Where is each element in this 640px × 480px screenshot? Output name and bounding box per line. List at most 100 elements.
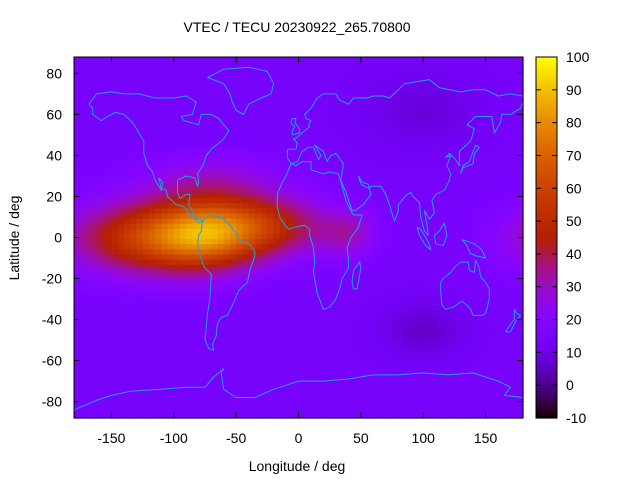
heatmap-cell	[180, 335, 187, 342]
heatmap-cell	[286, 397, 293, 404]
heatmap-cell	[329, 346, 337, 352]
heatmap-cell	[367, 341, 374, 347]
heatmap-cell	[441, 366, 449, 373]
heatmap-cell	[123, 294, 131, 301]
heatmap-cell	[460, 320, 468, 327]
heatmap-cell	[242, 351, 250, 358]
heatmap-cell	[80, 289, 88, 296]
heatmap-cell	[398, 320, 406, 327]
heatmap-cell	[335, 407, 343, 414]
heatmap-cell	[279, 366, 287, 373]
heatmap-cell	[92, 233, 100, 240]
heatmap-cell	[236, 325, 243, 332]
heatmap-cell	[74, 294, 81, 301]
heatmap-cell	[473, 115, 480, 122]
heatmap-cell	[111, 279, 119, 286]
heatmap-cell	[329, 120, 337, 127]
heatmap-cell	[373, 269, 381, 276]
heatmap-cell	[292, 69, 300, 76]
heatmap-cell	[155, 218, 162, 224]
heatmap-cell	[304, 289, 312, 296]
heatmap-cell	[92, 156, 100, 163]
heatmap-cell	[186, 376, 194, 383]
heatmap-cell	[242, 397, 250, 404]
heatmap-cell	[360, 197, 368, 204]
heatmap-cell	[292, 94, 300, 101]
heatmap-cell	[292, 382, 300, 388]
heatmap-cell	[498, 264, 505, 270]
heatmap-cell	[498, 259, 505, 265]
heatmap-cell	[416, 361, 424, 368]
heatmap-cell	[342, 115, 349, 122]
heatmap-cell	[267, 141, 275, 147]
heatmap-cell	[479, 259, 487, 265]
heatmap-cell	[298, 192, 306, 199]
heatmap-cell	[310, 361, 318, 368]
heatmap-cell	[473, 182, 480, 188]
heatmap-cell	[448, 238, 456, 245]
heatmap-cell	[148, 269, 156, 276]
heatmap-cell	[335, 361, 343, 368]
heatmap-cell	[516, 156, 524, 163]
heatmap-cell	[435, 120, 443, 127]
heatmap-cell	[491, 382, 499, 388]
heatmap-cell	[92, 366, 100, 373]
heatmap-cell	[454, 197, 462, 204]
heatmap-cell	[279, 207, 287, 214]
heatmap-cell	[479, 94, 487, 101]
heatmap-cell	[242, 105, 250, 111]
heatmap-cell	[130, 182, 137, 188]
heatmap-cell	[267, 284, 275, 291]
heatmap-cell	[192, 79, 200, 86]
heatmap-cell	[92, 228, 100, 234]
heatmap-cell	[392, 74, 399, 81]
heatmap-cell	[360, 146, 368, 152]
heatmap-cell	[448, 89, 456, 96]
heatmap-cell	[223, 89, 231, 96]
heatmap-cell	[498, 284, 505, 291]
heatmap-cell	[367, 218, 374, 224]
heatmap-cell	[173, 264, 181, 270]
heatmap-cell	[323, 120, 331, 127]
heatmap-cell	[423, 135, 431, 142]
heatmap-cell	[217, 125, 225, 132]
heatmap-cell	[342, 335, 349, 342]
heatmap-cell	[498, 176, 505, 183]
heatmap-cell	[286, 248, 293, 255]
heatmap-cell	[204, 223, 212, 229]
heatmap-cell	[105, 156, 113, 163]
heatmap-cell	[142, 264, 150, 270]
heatmap-cell	[161, 289, 169, 296]
heatmap-cell	[392, 218, 399, 224]
heatmap-cell	[111, 64, 119, 70]
heatmap-cell	[180, 130, 187, 137]
heatmap-cell	[229, 320, 237, 327]
heatmap-cell	[454, 110, 462, 117]
heatmap-cell	[136, 382, 144, 388]
heatmap-cell	[292, 387, 300, 393]
heatmap-cell	[448, 212, 456, 219]
heatmap-cell	[510, 335, 518, 342]
heatmap-cell	[242, 115, 250, 122]
heatmap-cell	[286, 197, 293, 204]
heatmap-cell	[198, 412, 206, 419]
heatmap-cell	[117, 253, 125, 260]
heatmap-cell	[292, 243, 300, 250]
heatmap-cell	[198, 371, 206, 378]
heatmap-cell	[516, 146, 524, 152]
heatmap-cell	[385, 269, 393, 276]
heatmap-cell	[385, 192, 393, 199]
heatmap-cell	[198, 238, 206, 245]
heatmap-cell	[373, 294, 381, 301]
heatmap-cell	[192, 146, 200, 152]
heatmap-cell	[429, 392, 437, 399]
heatmap-cell	[136, 228, 144, 234]
heatmap-cell	[348, 284, 356, 291]
heatmap-cell	[379, 392, 387, 399]
heatmap-cell	[429, 269, 437, 276]
heatmap-cell	[211, 187, 219, 193]
heatmap-cell	[267, 310, 275, 317]
heatmap-cell	[504, 156, 512, 163]
heatmap-cell	[117, 151, 125, 158]
heatmap-cell	[392, 228, 399, 234]
